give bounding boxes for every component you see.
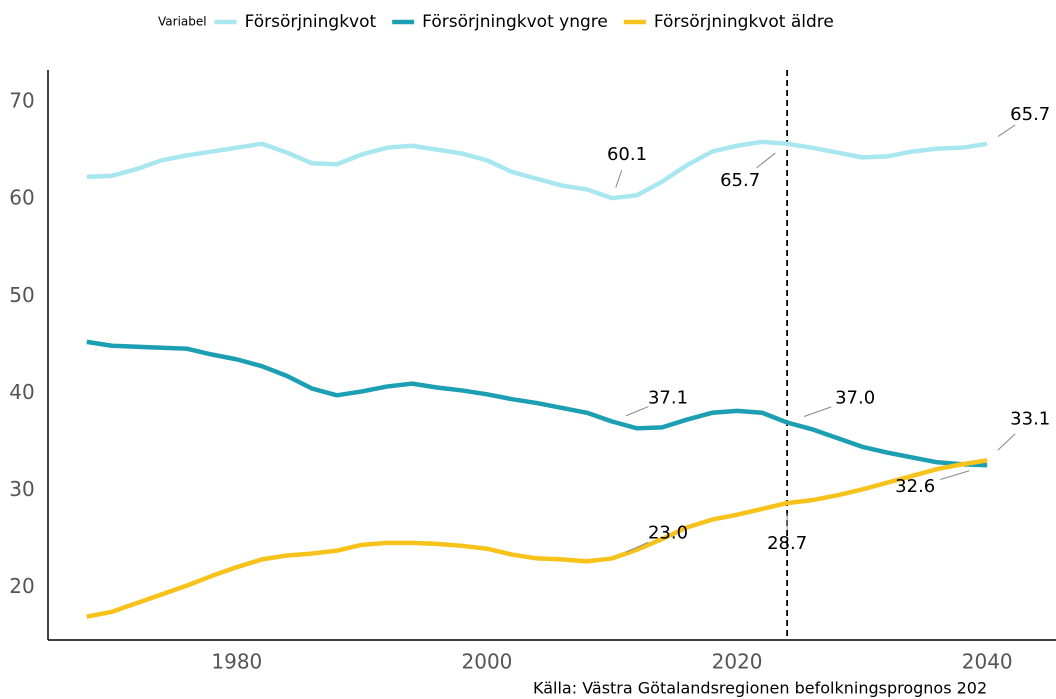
legend-label: Försörjningkvot äldre (654, 12, 834, 32)
annotation-label: 60.1 (607, 144, 647, 165)
annotation-label: 37.0 (835, 387, 875, 408)
series-line (86, 458, 988, 619)
y-tick-label: 60 (9, 186, 34, 210)
y-tick-label: 50 (9, 283, 34, 307)
y-tick-label: 40 (9, 380, 34, 404)
annotation-leader (615, 170, 623, 188)
legend-title: Variabel (158, 15, 207, 29)
annotation-label: 28.7 (767, 533, 807, 554)
source-note: Källa: Västra Götalandsregionen befolkni… (533, 679, 987, 698)
y-tick-label: 20 (9, 574, 34, 598)
annotation-leader (997, 433, 1016, 451)
annotation-leader (756, 152, 776, 169)
annotation-leader (625, 406, 649, 417)
annotation-label: 37.1 (648, 388, 688, 409)
legend-label: Försörjningkvot (245, 12, 377, 32)
annotation-leader (940, 470, 970, 480)
annotation-label: 33.1 (1010, 408, 1050, 429)
legend-label: Försörjningkvot yngre (422, 12, 608, 32)
annotation-leader (625, 541, 649, 553)
annotation-label: 32.6 (895, 476, 935, 497)
x-tick-label: 2020 (712, 650, 763, 674)
x-tick-label: 2000 (462, 650, 513, 674)
annotation-label: 23.0 (648, 522, 688, 543)
series-line (86, 139, 988, 201)
y-tick-label: 70 (9, 89, 34, 113)
x-tick-label: 1980 (211, 650, 262, 674)
annotation-label: 65.7 (720, 170, 760, 191)
annotation-label: 65.7 (1010, 104, 1050, 125)
y-tick-label: 30 (9, 477, 34, 501)
series-line (86, 339, 988, 468)
annotation-leader (997, 124, 1016, 137)
annotation-leader (803, 406, 832, 417)
x-tick-label: 2040 (962, 650, 1013, 674)
